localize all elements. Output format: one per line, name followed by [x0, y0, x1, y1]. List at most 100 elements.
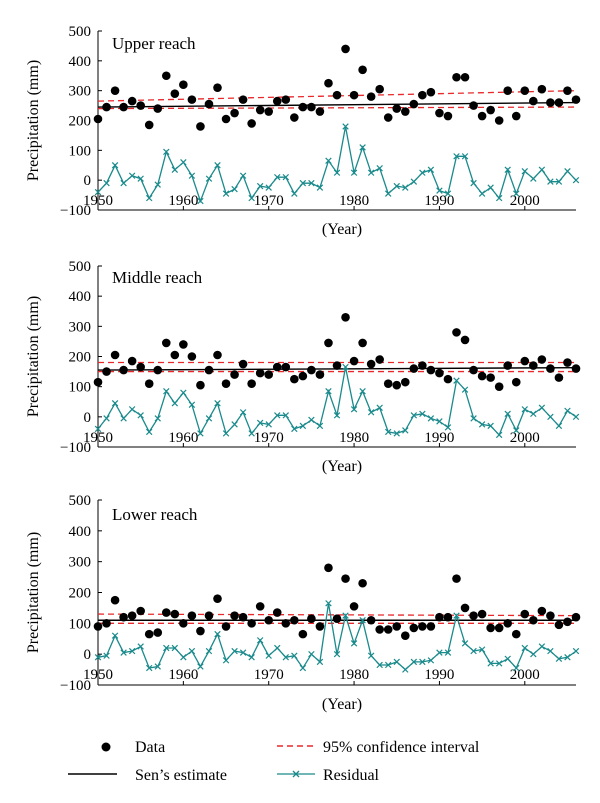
- legend-residual-label: Residual: [323, 767, 380, 784]
- data-point: [366, 92, 376, 101]
- residual-point: [137, 175, 144, 182]
- data-point: [298, 629, 308, 639]
- data-point: [460, 603, 470, 613]
- residual-point: [350, 169, 358, 176]
- data-point: [469, 611, 478, 620]
- data-point: [187, 611, 197, 620]
- residual-point: [171, 400, 179, 407]
- residual-point: [453, 153, 460, 160]
- data-point: [127, 356, 137, 366]
- data-point: [281, 619, 291, 628]
- residual-point: [103, 415, 110, 422]
- residual-point: [333, 650, 341, 658]
- data-point: [272, 608, 282, 617]
- data-point: [315, 370, 325, 379]
- residual-point: [470, 179, 477, 187]
- data-point: [503, 361, 513, 370]
- residual-point: [538, 166, 546, 173]
- residual-point: [222, 430, 230, 437]
- data-point: [170, 350, 180, 360]
- data-point: [307, 102, 316, 112]
- data-point: [290, 374, 299, 384]
- data-point: [264, 615, 274, 625]
- data-point: [400, 377, 410, 387]
- data-point: [93, 377, 103, 387]
- ci-lower-line: [97, 106, 577, 110]
- y-tick-label: 0: [84, 410, 92, 426]
- residual-point: [282, 173, 290, 181]
- data-point: [161, 338, 171, 348]
- residual-point: [197, 430, 204, 437]
- residual-point: [402, 666, 409, 673]
- data-point: [469, 365, 478, 375]
- data-point: [358, 578, 367, 588]
- data-point: [383, 113, 393, 122]
- data-point: [520, 609, 530, 619]
- residual-point: [180, 389, 187, 396]
- y-tick-label: 0: [84, 173, 92, 189]
- data-point: [281, 95, 291, 104]
- residual-point: [299, 664, 307, 672]
- residual-point: [325, 157, 332, 164]
- residual-point: [376, 165, 383, 172]
- legend-residual-x: [292, 770, 300, 778]
- residual-point: [265, 652, 272, 659]
- residual-point: [111, 162, 119, 169]
- residual-line: [97, 126, 577, 204]
- data-point: [324, 563, 333, 573]
- data-point: [204, 99, 214, 109]
- residual-point: [521, 167, 529, 175]
- x-tick-label: 1970: [254, 193, 284, 209]
- panel-title: Lower reach: [112, 505, 198, 524]
- residual-point: [256, 419, 264, 427]
- data-point: [477, 111, 487, 121]
- data-point: [383, 625, 393, 634]
- x-tick-label: 1980: [339, 193, 369, 209]
- residual-point: [231, 421, 238, 428]
- data-point: [435, 368, 444, 378]
- data-point: [503, 86, 513, 95]
- residual-point: [410, 412, 418, 419]
- data-point: [460, 72, 470, 82]
- data-point: [110, 86, 120, 95]
- residual-point: [504, 655, 511, 663]
- residual-point: [487, 660, 494, 667]
- residual-point: [376, 404, 383, 412]
- y-tick-label: 400: [69, 54, 92, 70]
- residual-point: [154, 181, 161, 188]
- y-tick-label: 500: [69, 493, 92, 509]
- data-point: [503, 619, 513, 628]
- y-tick-label: 200: [69, 350, 92, 366]
- data-point: [546, 364, 555, 373]
- data-point: [281, 362, 291, 372]
- residual-point: [384, 428, 392, 436]
- x-tick-label: 1980: [339, 430, 369, 446]
- residual-point: [308, 416, 315, 424]
- data-point: [298, 371, 308, 381]
- residual-point: [521, 406, 529, 413]
- residual-point: [188, 647, 196, 655]
- residual-point: [265, 184, 272, 191]
- y-tick-label: 300: [69, 555, 92, 571]
- x-tick-label: 1990: [424, 430, 454, 446]
- data-point: [469, 101, 478, 110]
- legend-sens-label: Sen’s estimate: [135, 767, 227, 784]
- residual-point: [419, 169, 426, 176]
- residual-point: [222, 190, 230, 197]
- data-point: [477, 371, 487, 381]
- data-point: [290, 113, 299, 122]
- residual-point: [436, 418, 443, 425]
- data-point: [443, 374, 453, 384]
- residual-point: [495, 431, 503, 439]
- residual-point: [188, 172, 196, 179]
- data-point: [341, 44, 350, 54]
- residual-point: [214, 162, 221, 169]
- residual-point: [342, 363, 349, 371]
- residual-point: [555, 655, 563, 663]
- data-point: [102, 367, 111, 376]
- residual-point: [495, 660, 503, 667]
- sens-estimate-line: [97, 101, 577, 108]
- x-tick-label: 1990: [424, 667, 454, 683]
- data-point: [392, 622, 402, 631]
